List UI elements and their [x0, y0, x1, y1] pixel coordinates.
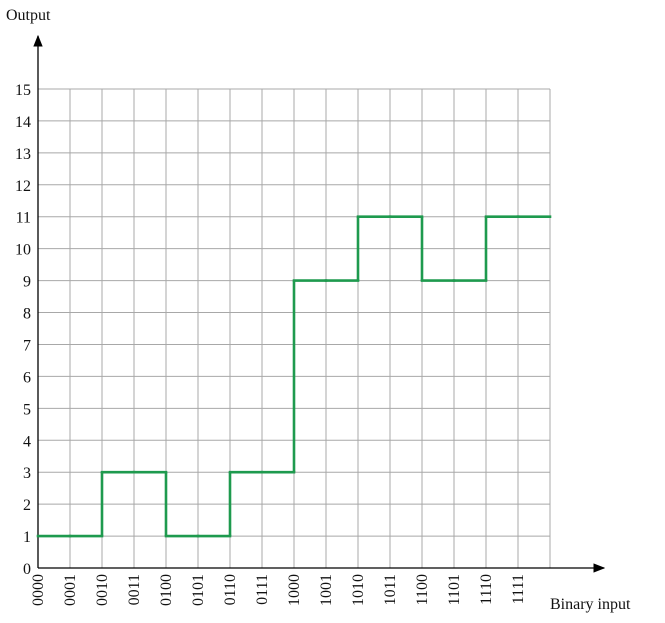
x-tick-label: 1000: [286, 574, 303, 606]
y-tick-label: 11: [16, 210, 31, 227]
y-tick-label: 4: [23, 433, 31, 450]
x-tick-label: 1101: [446, 574, 463, 605]
x-tick-label: 0100: [158, 574, 175, 606]
y-tick-label: 1: [23, 529, 31, 546]
x-tick-label: 1010: [350, 574, 367, 606]
y-tick-label: 0: [23, 561, 31, 578]
y-tick-label: 9: [23, 274, 31, 291]
x-tick-label: 0001: [62, 574, 79, 606]
x-tick-label: 0010: [94, 574, 111, 606]
x-tick-label: 1111: [510, 574, 527, 604]
y-axis-label: Output: [6, 7, 51, 24]
y-tick-label: 3: [23, 465, 31, 482]
y-tick-label: 7: [23, 337, 31, 354]
y-tick-label: 14: [15, 114, 31, 131]
x-tick-label: 0000: [30, 574, 47, 606]
y-tick-label: 10: [15, 242, 31, 259]
x-tick-label: 1011: [382, 574, 399, 605]
y-tick-label: 5: [23, 401, 31, 418]
y-tick-label: 15: [15, 82, 31, 99]
x-tick-label: 0111: [254, 574, 271, 605]
x-tick-label: 0110: [222, 574, 239, 605]
x-tick-label: 1100: [414, 574, 431, 605]
x-tick-label: 0011: [126, 574, 143, 605]
x-tick-label: 1110: [478, 574, 495, 605]
y-tick-label: 2: [23, 497, 31, 514]
x-tick-label: 1001: [318, 574, 335, 606]
y-tick-label: 12: [15, 178, 31, 195]
x-tick-label: 0101: [190, 574, 207, 606]
y-tick-label: 8: [23, 306, 31, 323]
y-tick-label: 6: [23, 369, 31, 386]
x-axis-label: Binary input: [550, 596, 631, 613]
y-tick-label: 13: [15, 146, 31, 163]
